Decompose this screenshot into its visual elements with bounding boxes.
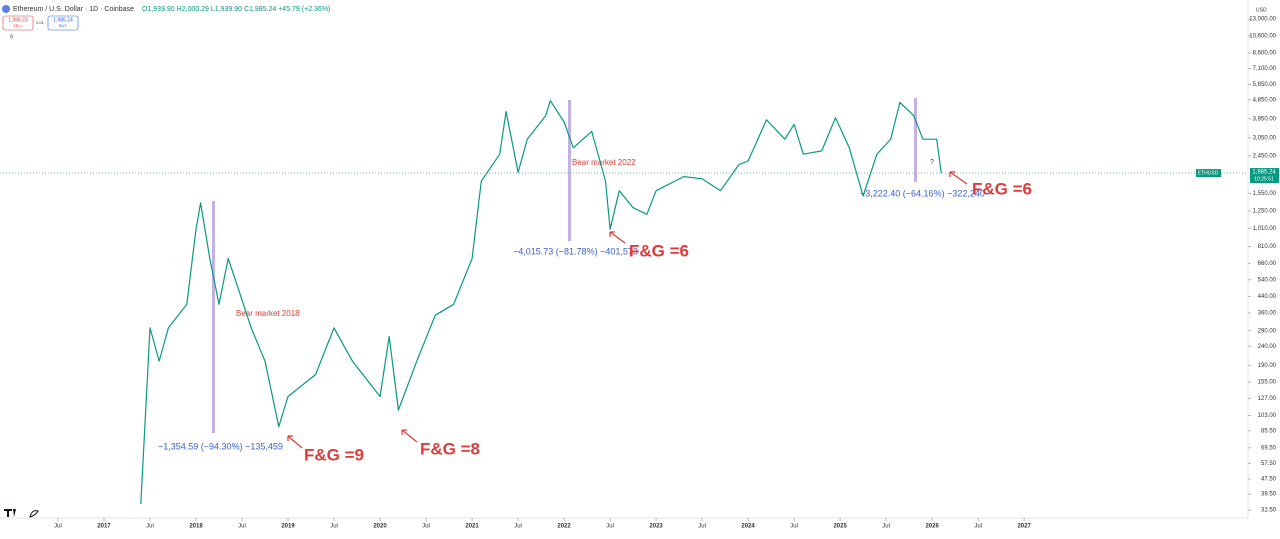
x-tick-label: 2025 bbox=[833, 524, 847, 530]
fg-label: F&G =6 bbox=[972, 179, 1032, 198]
arrows bbox=[287, 171, 968, 449]
y-tick-label: 2,450.00 bbox=[1253, 153, 1277, 159]
y-tick-label: 1,250.00 bbox=[1253, 209, 1277, 215]
indicator: 9 bbox=[10, 34, 13, 40]
spread: 0.01 bbox=[36, 20, 45, 25]
y-tick-label: 69.50 bbox=[1261, 445, 1277, 451]
y-tick-label: 5,850.00 bbox=[1253, 82, 1277, 88]
y-tick-label: 103.00 bbox=[1258, 413, 1277, 419]
symbol-tag: ETHUSD bbox=[1198, 170, 1219, 176]
y-tick-label: 290.00 bbox=[1258, 328, 1277, 334]
x-tick-label: Jul bbox=[422, 524, 430, 530]
measure-bar bbox=[914, 98, 917, 182]
replay-icon[interactable] bbox=[29, 510, 39, 518]
y-tick-label: 810.00 bbox=[1258, 244, 1277, 250]
x-tick-label: 2018 bbox=[189, 524, 203, 530]
x-tick-label: 2019 bbox=[281, 524, 295, 530]
x-tick-label: Jul bbox=[146, 524, 154, 530]
x-tick-label: 2017 bbox=[97, 524, 111, 530]
symbol-tag-bg bbox=[1196, 169, 1221, 178]
y-tick-label: 7,100.00 bbox=[1253, 66, 1277, 72]
x-tick-label: Jul bbox=[54, 524, 62, 530]
y-tick-label: 240.00 bbox=[1258, 344, 1277, 350]
y-tick-label: 57.50 bbox=[1261, 461, 1277, 467]
last-price: 1,985.24 bbox=[1252, 170, 1276, 176]
annotation: Bear market 2018 bbox=[236, 309, 300, 318]
measure-label: −1,354.59 (−94.30%) −135,459 bbox=[158, 441, 283, 451]
price-line bbox=[140, 100, 942, 505]
fg-label: F&G =9 bbox=[304, 445, 364, 464]
y-tick-label: 1,010.00 bbox=[1253, 226, 1277, 232]
x-tick-label: Jul bbox=[790, 524, 798, 530]
sell-label: SELL bbox=[13, 23, 24, 28]
x-tick-label: Jul bbox=[514, 524, 522, 530]
buy-button[interactable] bbox=[47, 15, 79, 31]
eth-icon bbox=[2, 5, 10, 13]
ohlc: O1,939.90 H2,000.29 L1,939.90 C1,985.24 … bbox=[142, 6, 330, 13]
fg-label: F&G =6 bbox=[629, 241, 689, 260]
x-tick-label: Jul bbox=[974, 524, 982, 530]
y-tick-label: 155.00 bbox=[1258, 380, 1277, 386]
measure-bar bbox=[212, 201, 215, 433]
buy-price: 1,985.24 bbox=[53, 17, 73, 23]
fg-label: F&G =8 bbox=[420, 439, 480, 458]
y-tick-label: 8,600.00 bbox=[1253, 50, 1277, 56]
sell-price: 1,985.23 bbox=[8, 17, 28, 23]
x-tick-label: 2024 bbox=[741, 524, 755, 530]
y-tick-label: 39.50 bbox=[1261, 492, 1277, 498]
x-tick-label: 2023 bbox=[649, 524, 663, 530]
tv-logo bbox=[4, 509, 16, 517]
y-tick-label: 4,850.00 bbox=[1253, 97, 1277, 103]
x-tick-label: 2021 bbox=[465, 524, 479, 530]
y-tick-label: 440.00 bbox=[1258, 294, 1277, 300]
last-price-bg bbox=[1250, 168, 1279, 184]
y-tick-label: 10,600.00 bbox=[1249, 33, 1276, 39]
measure-label: −4,015.73 (−81.78%) −401,573 bbox=[513, 246, 638, 256]
x-tick-label: 2027 bbox=[1017, 524, 1031, 530]
measure-bar bbox=[568, 100, 571, 241]
x-tick-label: Jul bbox=[606, 524, 614, 530]
annotation: Bear market 2022 bbox=[572, 158, 636, 167]
y-tick-label: 32.50 bbox=[1261, 508, 1277, 514]
y-tick-label: 3,050.00 bbox=[1253, 135, 1277, 141]
y-tick-label: 660.00 bbox=[1258, 261, 1277, 267]
x-tick-label: Jul bbox=[238, 524, 246, 530]
symbol-title: Ethereum / U.S. Dollar · 1D · Coinbase bbox=[13, 6, 134, 13]
y-tick-label: 3,850.00 bbox=[1253, 116, 1277, 122]
y-tick-label: 47.50 bbox=[1261, 477, 1277, 483]
x-tick-label: 2020 bbox=[373, 524, 387, 530]
x-tick-label: Jul bbox=[882, 524, 890, 530]
y-tick-label: 127.00 bbox=[1258, 396, 1277, 402]
y-tick-label: 540.00 bbox=[1258, 277, 1277, 283]
x-tick-label: 2026 bbox=[925, 524, 939, 530]
measure-label: −3,222.40 (−64.16%) −322,240 bbox=[860, 188, 985, 198]
countdown: 10:25:51 bbox=[1254, 176, 1274, 182]
x-tick-label: 2022 bbox=[557, 524, 571, 530]
x-tick-label: Jul bbox=[698, 524, 706, 530]
axis-unit: USD bbox=[1256, 7, 1267, 13]
y-tick-label: 85.50 bbox=[1261, 428, 1277, 434]
sell-button[interactable] bbox=[2, 15, 34, 31]
y-tick-label: 190.00 bbox=[1258, 363, 1277, 369]
x-tick-label: Jul bbox=[330, 524, 338, 530]
y-tick-label: 360.00 bbox=[1258, 311, 1277, 317]
buy-label: BUY bbox=[59, 23, 68, 28]
y-tick-label: 13,000.00 bbox=[1249, 17, 1276, 23]
annotation: ? bbox=[930, 159, 934, 166]
y-tick-label: 1,550.00 bbox=[1253, 191, 1277, 197]
